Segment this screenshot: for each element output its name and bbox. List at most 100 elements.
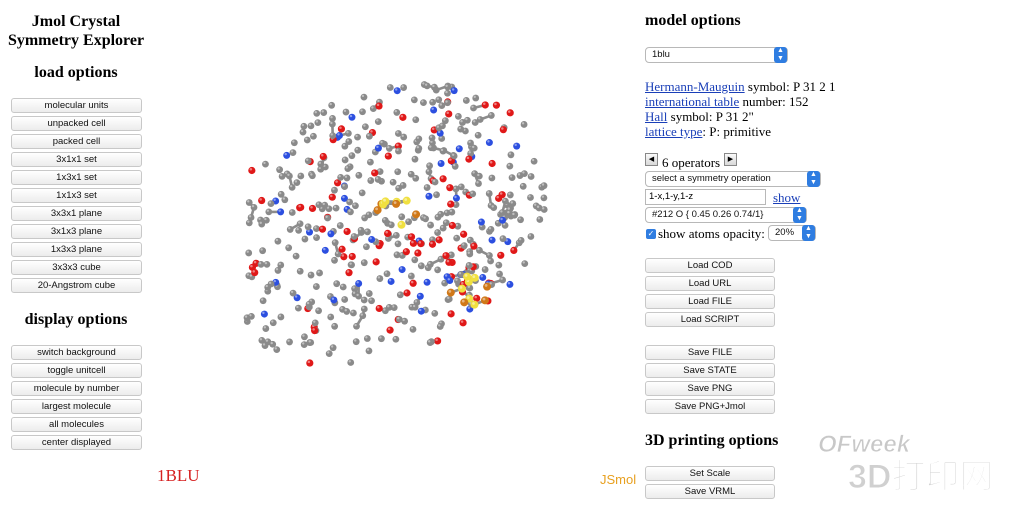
load-cod-button[interactable]: Load COD	[645, 258, 775, 273]
atom	[336, 132, 343, 139]
3x1x3-plane-button[interactable]: 3x1x3 plane	[11, 224, 142, 239]
hall-link[interactable]: Hall	[645, 109, 667, 124]
atom-highlight	[247, 273, 249, 275]
atom	[329, 194, 336, 201]
hm-link[interactable]: Hermann-Mauguin	[645, 79, 745, 94]
atom	[445, 259, 452, 266]
atom-highlight	[346, 131, 348, 133]
show-atoms-checkbox[interactable]: ✓	[646, 229, 656, 239]
atom-highlight	[427, 194, 429, 196]
3x1x1-set-button[interactable]: 3x1x1 set	[11, 152, 142, 167]
20-angstrom-cube-button[interactable]: 20-Angstrom cube	[11, 278, 142, 293]
1x3x3-plane-button[interactable]: 1x3x3 plane	[11, 242, 142, 257]
switch-background-button[interactable]: switch background	[11, 345, 142, 360]
atom	[483, 283, 491, 291]
atom	[447, 201, 454, 208]
atom-highlight	[396, 186, 398, 188]
prev-operator-button[interactable]: ◀	[645, 153, 658, 166]
atom-select[interactable]: #212 O { 0.45 0.26 0.74/1} ▲▼	[645, 207, 807, 223]
packed-cell-button[interactable]: packed cell	[11, 134, 142, 149]
int-table-link[interactable]: international table	[645, 94, 739, 109]
atom-highlight	[441, 176, 444, 179]
atom	[513, 143, 520, 150]
save-png-jmol-button[interactable]: Save PNG+Jmol	[645, 399, 775, 414]
atom-highlight	[396, 131, 398, 133]
atom-highlight	[250, 274, 252, 276]
show-link[interactable]: show	[773, 190, 800, 205]
atom	[349, 253, 356, 260]
atom	[411, 96, 418, 103]
atom	[354, 134, 361, 141]
atom	[375, 176, 382, 183]
atom	[412, 116, 419, 123]
3x3x3-cube-button[interactable]: 3x3x3 cube	[11, 260, 142, 275]
atom	[351, 233, 358, 240]
opacity-select[interactable]: 20% ▲▼	[768, 225, 816, 241]
save-vrml-button[interactable]: Save VRML	[645, 484, 775, 499]
watermark-text: 3D打印网	[848, 458, 993, 496]
atom	[258, 261, 265, 268]
atom-highlight	[410, 305, 412, 307]
atom-highlight	[461, 232, 464, 235]
atom	[251, 204, 258, 211]
molecule-canvas[interactable]	[152, 0, 640, 503]
symop-input[interactable]: 1-x,1-y,1-z	[645, 189, 766, 205]
atom-highlight	[512, 213, 514, 215]
atom	[472, 119, 479, 126]
atom	[363, 243, 370, 250]
atom	[344, 165, 351, 172]
atom	[348, 261, 355, 268]
unpacked-cell-button[interactable]: unpacked cell	[11, 116, 142, 131]
lattice-link[interactable]: lattice type	[645, 124, 702, 139]
atom-highlight	[528, 195, 530, 197]
all-molecules-button[interactable]: all molecules	[11, 417, 142, 432]
atom	[500, 235, 507, 242]
atom-highlight	[425, 83, 427, 85]
next-operator-button[interactable]: ▶	[724, 153, 737, 166]
load-url-button[interactable]: Load URL	[645, 276, 775, 291]
atom	[446, 184, 453, 191]
jsmol-viewer[interactable]	[152, 0, 640, 503]
save-file-button[interactable]: Save FILE	[645, 345, 775, 360]
load-file-button[interactable]: Load FILE	[645, 294, 775, 309]
atom-highlight	[500, 192, 503, 195]
atom	[466, 251, 473, 258]
atom	[330, 296, 337, 303]
atom	[313, 110, 320, 117]
3x3x1-plane-button[interactable]: 3x3x1 plane	[11, 206, 142, 221]
save-state-button[interactable]: Save STATE	[645, 363, 775, 378]
atom	[285, 244, 292, 251]
atom	[460, 298, 468, 306]
1x1x3-set-button[interactable]: 1x1x3 set	[11, 188, 142, 203]
atom-highlight	[276, 268, 278, 270]
symop-select[interactable]: select a symmetry operation ▲▼	[645, 171, 821, 187]
atom	[427, 261, 434, 268]
molecular-units-button[interactable]: molecular units	[11, 98, 142, 113]
molecule-by-number-button[interactable]: molecule by number	[11, 381, 142, 396]
atom	[444, 99, 451, 106]
atom-highlight	[396, 241, 398, 243]
atom	[283, 152, 290, 159]
atom	[246, 219, 253, 226]
atom-highlight	[400, 267, 402, 269]
app-title-line1: Jmol Crystal	[0, 12, 152, 31]
save-png-button[interactable]: Save PNG	[645, 381, 775, 396]
atom-highlight	[332, 324, 334, 326]
largest-molecule-button[interactable]: largest molecule	[11, 399, 142, 414]
atom-highlight	[279, 192, 281, 194]
atom-highlight	[311, 134, 313, 136]
toggle-unitcell-button[interactable]: toggle unitcell	[11, 363, 142, 378]
atom-highlight	[355, 135, 357, 137]
atom	[375, 102, 382, 109]
atom-highlight	[359, 228, 361, 230]
set-scale-button[interactable]: Set Scale	[645, 466, 775, 481]
atom	[463, 97, 470, 104]
atom-highlight	[510, 175, 512, 177]
1x3x1-set-button[interactable]: 1x3x1 set	[11, 170, 142, 185]
model-select[interactable]: 1blu ▲▼	[645, 47, 788, 63]
atom	[439, 122, 446, 129]
atom-highlight	[452, 88, 454, 90]
center-displayed-button[interactable]: center displayed	[11, 435, 142, 450]
load-script-button[interactable]: Load SCRIPT	[645, 312, 775, 327]
atom-highlight	[461, 320, 464, 323]
